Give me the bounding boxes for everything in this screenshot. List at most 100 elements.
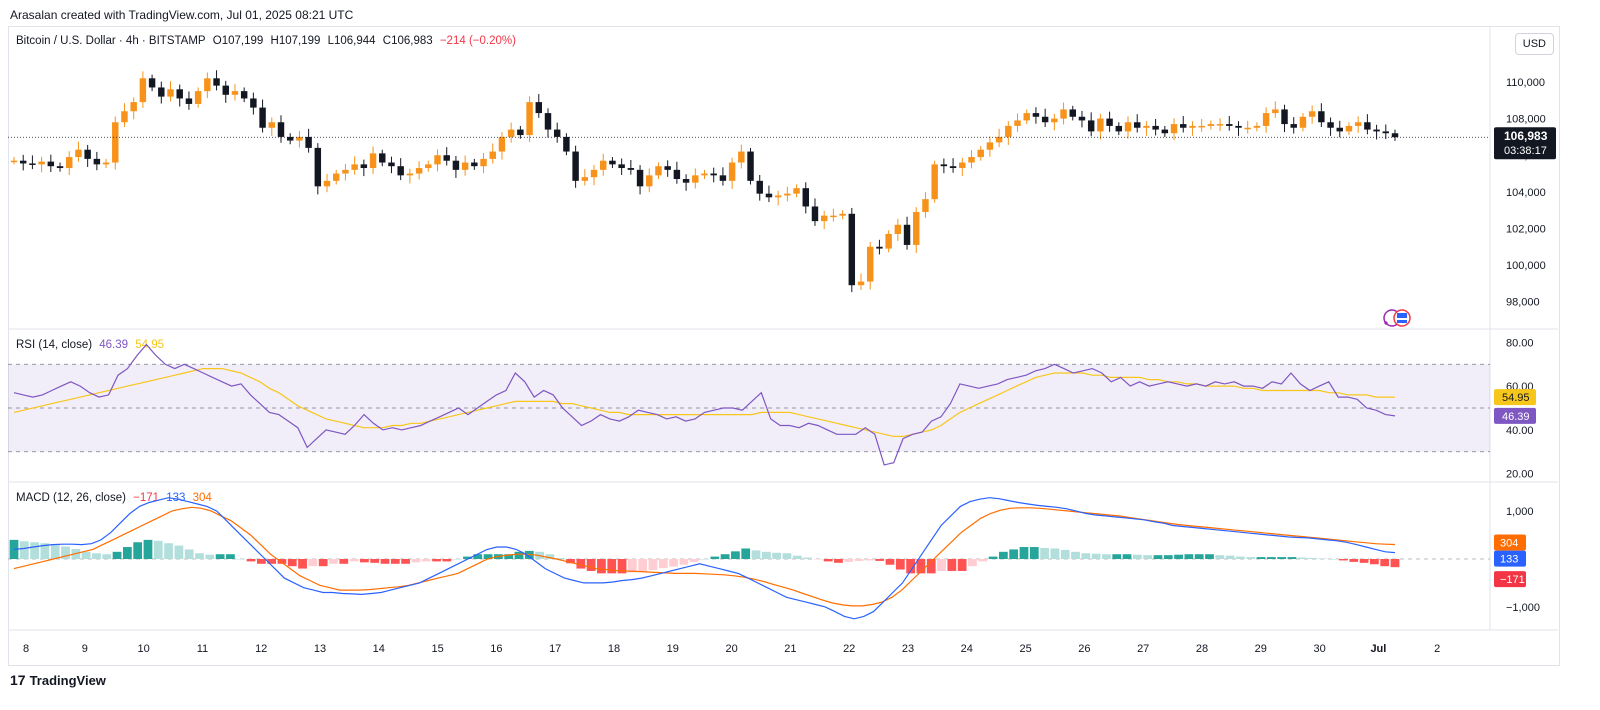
chart-frame <box>8 26 1560 666</box>
candle-body <box>415 168 423 174</box>
macd-histogram-bar <box>1380 559 1390 567</box>
x-tick-label: 27 <box>1137 643 1149 655</box>
macd-histogram-bar <box>1184 554 1194 559</box>
macd-histogram-bar <box>597 559 606 574</box>
candle-body <box>185 98 193 104</box>
footer-brand-name: TradingView <box>29 672 106 688</box>
candle-body <box>959 162 966 169</box>
x-tick-label: 18 <box>608 643 620 655</box>
candle-body <box>664 166 671 170</box>
macd-histogram-bar <box>648 559 658 571</box>
macd-histogram-bar <box>473 554 483 559</box>
x-tick-label: 30 <box>1313 643 1325 655</box>
candle-body <box>784 193 791 196</box>
macd-histogram-bar <box>1246 557 1256 559</box>
candle-body <box>517 129 524 136</box>
x-tick-label: 20 <box>725 643 737 655</box>
macd-histogram-bar <box>895 559 905 570</box>
macd-histogram-bar <box>370 559 380 563</box>
macd-histogram-bar <box>761 551 771 559</box>
x-tick-label: 9 <box>82 643 88 655</box>
macd-histogram-bar <box>1102 554 1111 559</box>
macd-histogram-bar <box>226 554 235 559</box>
macd-histogram-bar <box>844 559 854 562</box>
macd-histogram-bar <box>947 559 957 571</box>
macd-signal-badge <box>1494 534 1526 551</box>
macd-histogram-bar <box>205 554 215 559</box>
candle-body <box>600 160 607 170</box>
rsi-legend: RSI (14, close) 46.39 54.95 <box>16 339 168 351</box>
bar-countdown: 03:38:17 <box>1504 145 1547 157</box>
macd-histogram-bar <box>669 559 678 567</box>
macd-histogram-bar <box>442 559 452 562</box>
candle-body <box>876 246 883 249</box>
currency-button[interactable]: USD <box>1514 33 1554 55</box>
macd-title[interactable]: MACD (12, 26, close) <box>16 492 126 504</box>
candle-body <box>56 166 64 169</box>
candle-body <box>949 166 957 169</box>
macd-histogram-bar <box>823 559 833 562</box>
macd-value-badge-text: 133 <box>1500 554 1518 566</box>
candle-body <box>434 155 441 165</box>
candle-body <box>1364 122 1371 130</box>
macd-histogram-bar <box>1163 555 1173 559</box>
macd-histogram-bar <box>1308 558 1317 559</box>
macd-histogram-bar <box>164 543 173 559</box>
symbol-title[interactable]: Bitcoin / U.S. Dollar · 4h · BITSTAMP <box>16 35 206 47</box>
candle-body <box>535 102 543 114</box>
ohlc-close: C106,983 <box>382 35 433 47</box>
candle-body <box>158 87 165 97</box>
macd-histogram-bar <box>19 541 29 559</box>
tradingview-logo-icon: 17 <box>10 672 26 688</box>
candle-body <box>1180 124 1187 128</box>
candle-body <box>738 151 745 163</box>
macd-histogram-bar <box>102 554 112 559</box>
candle-body <box>655 166 662 176</box>
candle-body <box>1032 113 1040 117</box>
macd-histogram-bar <box>555 558 565 559</box>
macd-histogram-bar <box>390 559 400 564</box>
candle-body <box>682 179 690 183</box>
ohlc-change: −214 (−0.20%) <box>439 35 516 47</box>
x-tick-label: 29 <box>1255 643 1267 655</box>
candle-body <box>1161 129 1169 134</box>
chart-canvas[interactable]: 98,000100,000102,000104,000106,000108,00… <box>0 0 1600 670</box>
candle-body <box>222 85 229 95</box>
rsi-title[interactable]: RSI (14, close) <box>16 339 93 351</box>
price-tick-label: 102,000 <box>1506 223 1546 235</box>
candle-body <box>259 107 266 128</box>
macd-histogram-bar <box>339 559 349 564</box>
candle-body <box>618 164 625 169</box>
candle-body <box>544 113 552 130</box>
candle-body <box>1051 118 1058 123</box>
candle-body <box>1023 113 1030 121</box>
macd-histogram-bar <box>607 559 617 574</box>
candle-body <box>1143 125 1150 128</box>
macd-histogram-bar <box>1050 548 1060 559</box>
macd-histogram-bar <box>803 557 812 559</box>
candle-body <box>231 91 239 95</box>
macd-histogram-bar <box>318 559 328 567</box>
candle-body <box>885 233 892 249</box>
rsi-tick-label: 20.00 <box>1506 469 1534 481</box>
candle-body <box>1115 125 1123 132</box>
candle-body <box>130 102 137 112</box>
candle-body <box>673 169 681 180</box>
macd-histogram-bar <box>1132 554 1142 559</box>
macd-histogram-bar <box>50 544 60 559</box>
macd-histogram-bar <box>1143 555 1153 559</box>
candle-body <box>176 89 183 99</box>
macd-histogram-bar <box>1225 555 1235 559</box>
rsi-value-badge-text: 46.39 <box>1502 411 1530 423</box>
macd-histogram-bar <box>1019 547 1029 559</box>
candle-body <box>581 177 589 181</box>
macd-histogram-bar <box>720 554 730 559</box>
candle-body <box>84 149 91 159</box>
rsi-value: 46.39 <box>99 339 129 351</box>
macd-histogram-bar <box>1328 559 1338 560</box>
macd-histogram-bar <box>421 559 431 562</box>
price-tick-label: 100,000 <box>1506 260 1546 272</box>
candle-body <box>1014 120 1021 126</box>
footer-brand[interactable]: 17 TradingView <box>10 672 106 688</box>
macd-signal-line <box>13 506 1396 607</box>
